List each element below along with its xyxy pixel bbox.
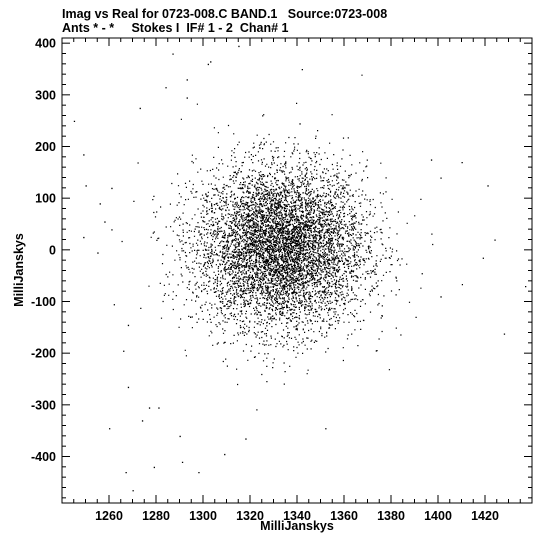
x-tick-label: 1320 xyxy=(236,509,264,523)
tick-labels: 1260 1280 1300 1320 1340 1360 1380 1400 1420 400 3… xyxy=(31,37,499,523)
y-tick-label: 100 xyxy=(35,192,56,206)
y-tick-label: 400 xyxy=(35,37,56,51)
x-tick-label: 1280 xyxy=(142,509,170,523)
data-points xyxy=(73,45,527,492)
y-tick-label: -100 xyxy=(31,295,56,309)
x-axis-label: MilliJanskys xyxy=(260,519,334,533)
x-tick-label: 1300 xyxy=(189,509,217,523)
y-tick-label: -200 xyxy=(31,347,56,361)
y-tick-label: 300 xyxy=(35,88,56,102)
y-tick-label: 200 xyxy=(35,140,56,154)
plot-frame xyxy=(61,37,533,504)
y-axis-label: MilliJanskys xyxy=(12,233,26,307)
x-tick-label: 1400 xyxy=(424,509,452,523)
axis-ticks xyxy=(61,38,533,503)
x-tick-label: 1380 xyxy=(377,509,405,523)
x-tick-label: 1420 xyxy=(471,509,499,523)
x-tick-label: 1340 xyxy=(283,509,311,523)
y-tick-label: -300 xyxy=(31,398,56,412)
scatter-points xyxy=(73,45,527,492)
x-tick-label: 1260 xyxy=(95,509,123,523)
chart-subtitle: Ants * - * Stokes I IF# 1 - 2 Chan# 1 xyxy=(62,21,289,35)
chart-title: Imag vs Real for 0723-008.C BAND.1 Sourc… xyxy=(62,7,388,21)
y-tick-label: -400 xyxy=(31,450,56,464)
x-tick-label: 1360 xyxy=(330,509,358,523)
y-tick-label: 0 xyxy=(49,243,56,257)
